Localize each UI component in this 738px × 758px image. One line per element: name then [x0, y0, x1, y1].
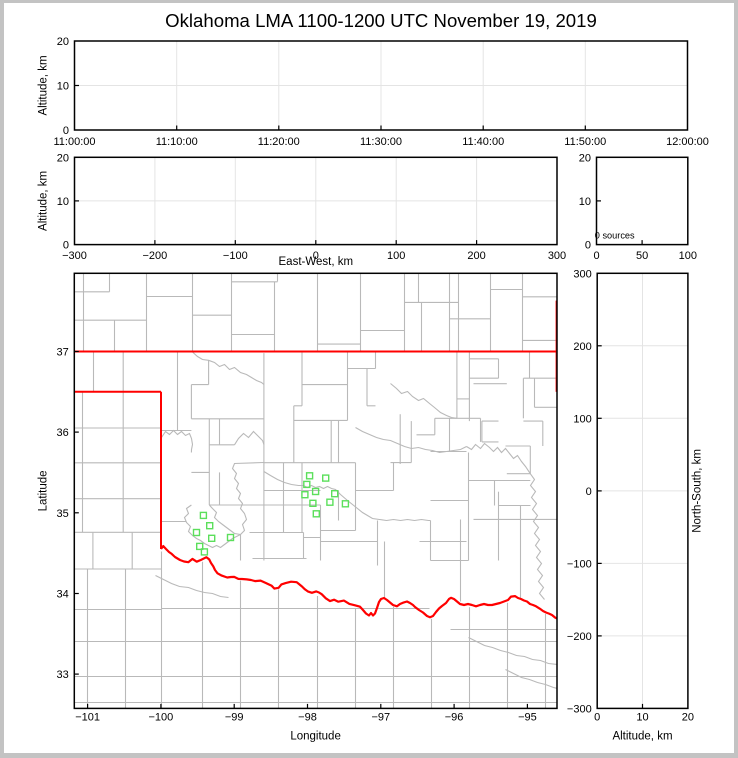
svg-text:11:40:00: 11:40:00	[462, 136, 504, 148]
svg-text:20: 20	[57, 36, 69, 48]
svg-text:Oklahoma LMA 1100-1200 UTC Nov: Oklahoma LMA 1100-1200 UTC November 19, …	[165, 10, 597, 31]
svg-text:20: 20	[579, 152, 591, 164]
svg-text:34: 34	[57, 589, 69, 601]
svg-text:100: 100	[387, 250, 405, 262]
svg-text:East-West, km: East-West, km	[279, 256, 354, 268]
svg-text:0: 0	[594, 711, 600, 723]
svg-text:20: 20	[57, 152, 69, 164]
svg-text:Latitude: Latitude	[38, 470, 50, 511]
svg-text:20: 20	[682, 711, 694, 723]
svg-text:36: 36	[57, 427, 69, 439]
svg-text:200: 200	[467, 250, 485, 262]
svg-text:37: 37	[57, 347, 69, 359]
svg-text:35: 35	[57, 508, 69, 520]
svg-text:−200: −200	[143, 250, 168, 262]
svg-text:−300: −300	[62, 250, 87, 262]
svg-text:10: 10	[636, 711, 648, 723]
svg-text:10: 10	[579, 196, 591, 208]
svg-text:−97: −97	[371, 711, 390, 723]
svg-text:50: 50	[636, 250, 648, 262]
svg-text:−100: −100	[223, 250, 248, 262]
svg-text:100: 100	[679, 250, 697, 262]
svg-text:10: 10	[57, 196, 69, 208]
svg-text:−200: −200	[567, 631, 592, 643]
svg-text:100: 100	[573, 413, 591, 425]
svg-text:−95: −95	[518, 711, 537, 723]
svg-text:−96: −96	[445, 711, 464, 723]
svg-text:200: 200	[573, 341, 591, 353]
svg-text:−100: −100	[567, 558, 592, 570]
svg-text:Longitude: Longitude	[290, 730, 341, 742]
svg-text:11:30:00: 11:30:00	[360, 136, 402, 148]
svg-text:33: 33	[57, 669, 69, 681]
svg-text:0: 0	[313, 250, 319, 262]
svg-text:−300: −300	[567, 703, 592, 715]
svg-text:0 sources: 0 sources	[595, 230, 635, 240]
svg-text:11:20:00: 11:20:00	[258, 136, 300, 148]
svg-text:11:00:00: 11:00:00	[53, 136, 95, 148]
svg-text:Altitude, km: Altitude, km	[38, 171, 50, 231]
svg-text:0: 0	[585, 240, 591, 252]
svg-text:10: 10	[57, 81, 69, 93]
svg-text:11:50:00: 11:50:00	[564, 136, 606, 148]
svg-text:−101: −101	[75, 711, 100, 723]
svg-text:North-South, km: North-South, km	[692, 449, 704, 533]
svg-text:0: 0	[593, 250, 599, 262]
svg-text:300: 300	[548, 250, 566, 262]
svg-text:0: 0	[63, 240, 69, 252]
svg-text:0: 0	[586, 486, 592, 498]
svg-text:Altitude, km: Altitude, km	[612, 730, 672, 742]
svg-text:12:00:00: 12:00:00	[666, 136, 709, 148]
svg-text:−98: −98	[298, 711, 317, 723]
svg-text:Altitude, km: Altitude, km	[38, 55, 50, 115]
svg-text:11:10:00: 11:10:00	[156, 136, 198, 148]
svg-text:−99: −99	[225, 711, 244, 723]
svg-text:0: 0	[63, 125, 69, 137]
svg-text:−100: −100	[149, 711, 174, 723]
svg-text:300: 300	[573, 268, 591, 280]
